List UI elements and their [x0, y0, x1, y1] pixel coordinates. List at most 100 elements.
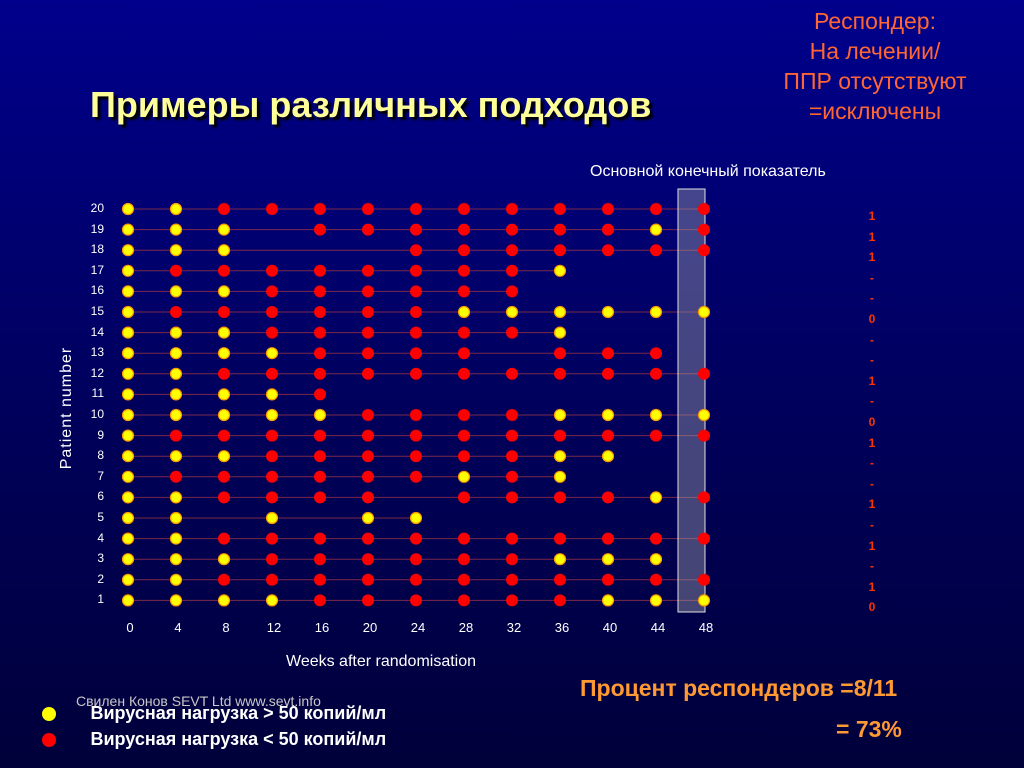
data-point-patient-2-week-20 [362, 573, 374, 586]
y-tick-label: 20 [90, 201, 104, 215]
x-tick-label: 28 [458, 620, 474, 635]
data-point-patient-6-week-8 [218, 491, 230, 504]
data-point-patient-2-week-48 [698, 573, 710, 586]
y-tick-label: 5 [97, 510, 104, 524]
data-point-patient-7-week-28 [457, 470, 471, 483]
legend-item-low: Вирусная нагрузка < 50 копий/мл [42, 729, 386, 750]
data-point-patient-1-week-44 [649, 594, 663, 607]
data-point-patient-16-week-12 [266, 285, 278, 298]
data-point-patient-3-week-0 [121, 553, 135, 566]
data-point-patient-7-week-12 [266, 470, 278, 483]
data-point-patient-11-week-8 [217, 388, 231, 401]
data-point-patient-13-week-20 [362, 347, 374, 360]
data-point-patient-19-week-44 [649, 223, 663, 236]
data-point-patient-1-week-48 [697, 594, 711, 607]
data-point-patient-12-week-40 [602, 367, 614, 380]
x-tick-label: 48 [698, 620, 714, 635]
x-tick-label: 4 [174, 620, 182, 635]
data-point-patient-9-week-0 [121, 429, 135, 442]
responder-code: 1 [868, 229, 876, 244]
data-point-patient-9-week-12 [266, 429, 278, 442]
x-tick-label: 36 [554, 620, 570, 635]
data-point-patient-10-week-28 [458, 409, 470, 421]
data-point-patient-1-week-16 [314, 594, 326, 607]
data-point-patient-10-week-32 [506, 409, 518, 421]
data-point-patient-9-week-32 [506, 429, 518, 442]
x-tick-label: 8 [222, 620, 230, 635]
data-point-patient-18-week-32 [506, 244, 518, 257]
responder-code: 0 [868, 311, 876, 326]
y-tick-label: 2 [97, 571, 104, 586]
responder-code: 1 [868, 435, 876, 450]
y-tick-label: 10 [90, 407, 104, 421]
data-point-patient-4-week-12 [266, 532, 278, 545]
x-tick-label: 12 [266, 620, 282, 635]
data-point-patient-8-week-0 [121, 450, 135, 463]
data-point-patient-11-week-12 [265, 388, 279, 401]
data-point-patient-3-week-24 [410, 553, 422, 566]
data-point-patient-10-week-24 [410, 409, 422, 421]
data-point-patient-3-week-28 [458, 553, 470, 566]
data-point-patient-20-week-40 [602, 203, 614, 215]
y-axis-label: Patient number [58, 346, 75, 470]
data-point-patient-7-week-0 [121, 470, 135, 483]
data-point-patient-20-week-48 [698, 203, 710, 215]
data-point-patient-20-week-16 [314, 203, 326, 215]
legend-label: Вирусная нагрузка < 50 копий/мл [90, 729, 387, 749]
data-point-patient-7-week-20 [362, 470, 374, 483]
data-point-patient-10-week-4 [169, 408, 183, 422]
data-point-patient-13-week-16 [314, 347, 326, 360]
data-point-patient-10-week-36 [553, 408, 567, 422]
data-point-patient-15-week-28 [457, 305, 471, 319]
data-point-patient-19-week-36 [554, 223, 566, 236]
data-point-patient-7-week-16 [314, 470, 326, 483]
x-axis-label: Weeks after randomisation [286, 653, 477, 670]
data-point-patient-9-week-16 [314, 429, 326, 442]
data-point-patient-19-week-16 [314, 223, 326, 236]
y-tick-label: 13 [90, 345, 104, 360]
x-tick-label: 16 [314, 620, 330, 635]
data-point-patient-20-week-32 [506, 203, 518, 215]
data-point-patient-10-week-20 [362, 409, 374, 421]
data-point-patient-17-week-0 [121, 264, 135, 277]
responder-percent-value: = 73% [836, 716, 902, 742]
data-point-patient-16-week-32 [506, 285, 518, 298]
data-point-patient-10-week-8 [217, 408, 231, 422]
data-point-patient-5-week-20 [361, 511, 375, 525]
data-point-patient-16-week-0 [121, 285, 135, 298]
y-tick-label: 1 [97, 592, 104, 607]
responder-code: 1 [868, 497, 876, 512]
data-point-patient-4-week-28 [458, 532, 470, 545]
data-point-patient-4-week-40 [602, 532, 614, 545]
data-point-patient-18-week-36 [554, 244, 566, 257]
data-point-patient-10-week-16 [313, 408, 327, 422]
data-point-patient-3-week-20 [362, 553, 374, 566]
data-point-patient-3-week-36 [553, 553, 567, 566]
y-tick-label: 7 [97, 468, 104, 483]
data-point-patient-4-week-48 [698, 532, 710, 545]
data-point-patient-2-week-36 [554, 573, 566, 586]
data-point-patient-2-week-32 [506, 573, 518, 586]
data-point-patient-3-week-8 [217, 553, 231, 566]
data-point-patient-6-week-40 [602, 491, 614, 504]
responder-line: ППР отсутствуют [783, 68, 967, 94]
data-point-patient-19-week-8 [217, 223, 231, 236]
data-point-patient-5-week-4 [169, 511, 183, 525]
x-tick-label: 20 [362, 620, 378, 635]
legend-label: Вирусная нагрузка > 50 копий/мл [90, 703, 387, 723]
data-point-patient-2-week-44 [650, 573, 662, 586]
y-tick-label: 17 [90, 262, 104, 277]
data-point-patient-6-week-28 [458, 491, 470, 504]
responder-line: =исключены [808, 98, 942, 124]
responder-code: - [870, 476, 874, 491]
data-point-patient-4-week-20 [362, 532, 374, 545]
data-point-patient-6-week-0 [121, 491, 135, 504]
data-point-patient-1-week-8 [217, 594, 231, 607]
data-point-patient-16-week-8 [217, 285, 231, 298]
data-point-patient-14-week-0 [121, 326, 135, 339]
data-point-patient-6-week-36 [554, 491, 566, 504]
data-point-patient-7-week-24 [410, 470, 422, 483]
data-point-patient-9-week-36 [554, 429, 566, 442]
data-point-patient-17-week-16 [314, 264, 326, 277]
responder-code: - [870, 353, 874, 368]
